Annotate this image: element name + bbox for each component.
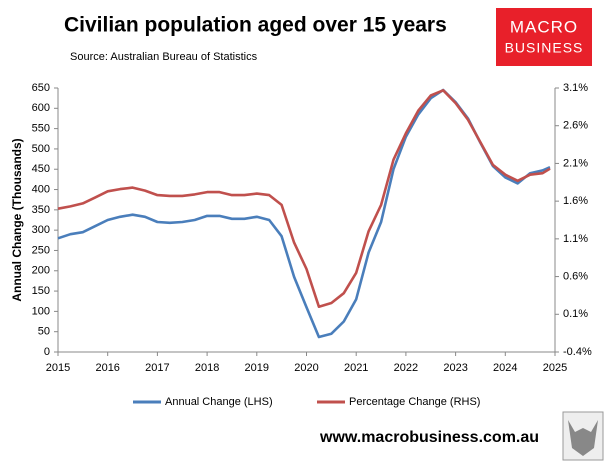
chart-title: Civilian population aged over 15 years: [64, 14, 447, 37]
y-tick-label: 150: [32, 285, 50, 297]
x-tick-label: 2024: [493, 362, 517, 374]
y2-tick-label: 3.1%: [563, 82, 588, 94]
x-tick-label: 2016: [95, 362, 119, 374]
y-tick-label: 350: [32, 204, 50, 216]
x-tick-label: 2022: [394, 362, 418, 374]
y-tick-label: 0: [44, 346, 50, 358]
y-tick-label: 650: [32, 82, 50, 94]
logo-box: [496, 8, 592, 66]
y-tick-label: 600: [32, 102, 50, 114]
y-tick-label: 250: [32, 244, 50, 256]
y2-tick-label: 2.1%: [563, 157, 588, 169]
y-tick-label: 100: [32, 305, 50, 317]
y2-tick-label: 0.1%: [563, 308, 588, 320]
logo-text: BUSINESS: [505, 40, 584, 56]
y-axis-label: Annual Change (Thousands): [10, 138, 24, 301]
x-tick-label: 2021: [344, 362, 368, 374]
x-tick-label: 2020: [294, 362, 318, 374]
x-tick-label: 2017: [145, 362, 169, 374]
legend-label: Annual Change (LHS): [165, 396, 273, 408]
x-tick-label: 2023: [443, 362, 467, 374]
footer: www.macrobusiness.com.au: [319, 429, 539, 446]
y-tick-label: 400: [32, 183, 50, 195]
y2-tick-label: 1.6%: [563, 195, 588, 207]
y-tick-label: 50: [38, 326, 50, 338]
y2-tick-label: 0.6%: [563, 270, 588, 282]
chart-subtitle: Source: Australian Bureau of Statistics: [70, 51, 258, 63]
x-tick-label: 2019: [245, 362, 269, 374]
legend-label: Percentage Change (RHS): [349, 396, 480, 408]
x-tick-label: 2018: [195, 362, 219, 374]
x-tick-label: 2015: [46, 362, 70, 374]
y-tick-label: 450: [32, 163, 50, 175]
y-tick-label: 550: [32, 123, 50, 135]
y-tick-label: 200: [32, 265, 50, 277]
y2-tick-label: 1.1%: [563, 233, 588, 245]
data-line: [57, 89, 551, 308]
data-line: [57, 88, 551, 339]
y2-tick-label: -0.4%: [563, 346, 592, 358]
wolf-icon: [562, 411, 604, 461]
y-tick-label: 500: [32, 143, 50, 155]
y2-tick-label: 2.6%: [563, 120, 588, 132]
logo-text: MACRO: [510, 17, 578, 36]
x-tick-label: 2025: [543, 362, 567, 374]
y-tick-label: 300: [32, 224, 50, 236]
